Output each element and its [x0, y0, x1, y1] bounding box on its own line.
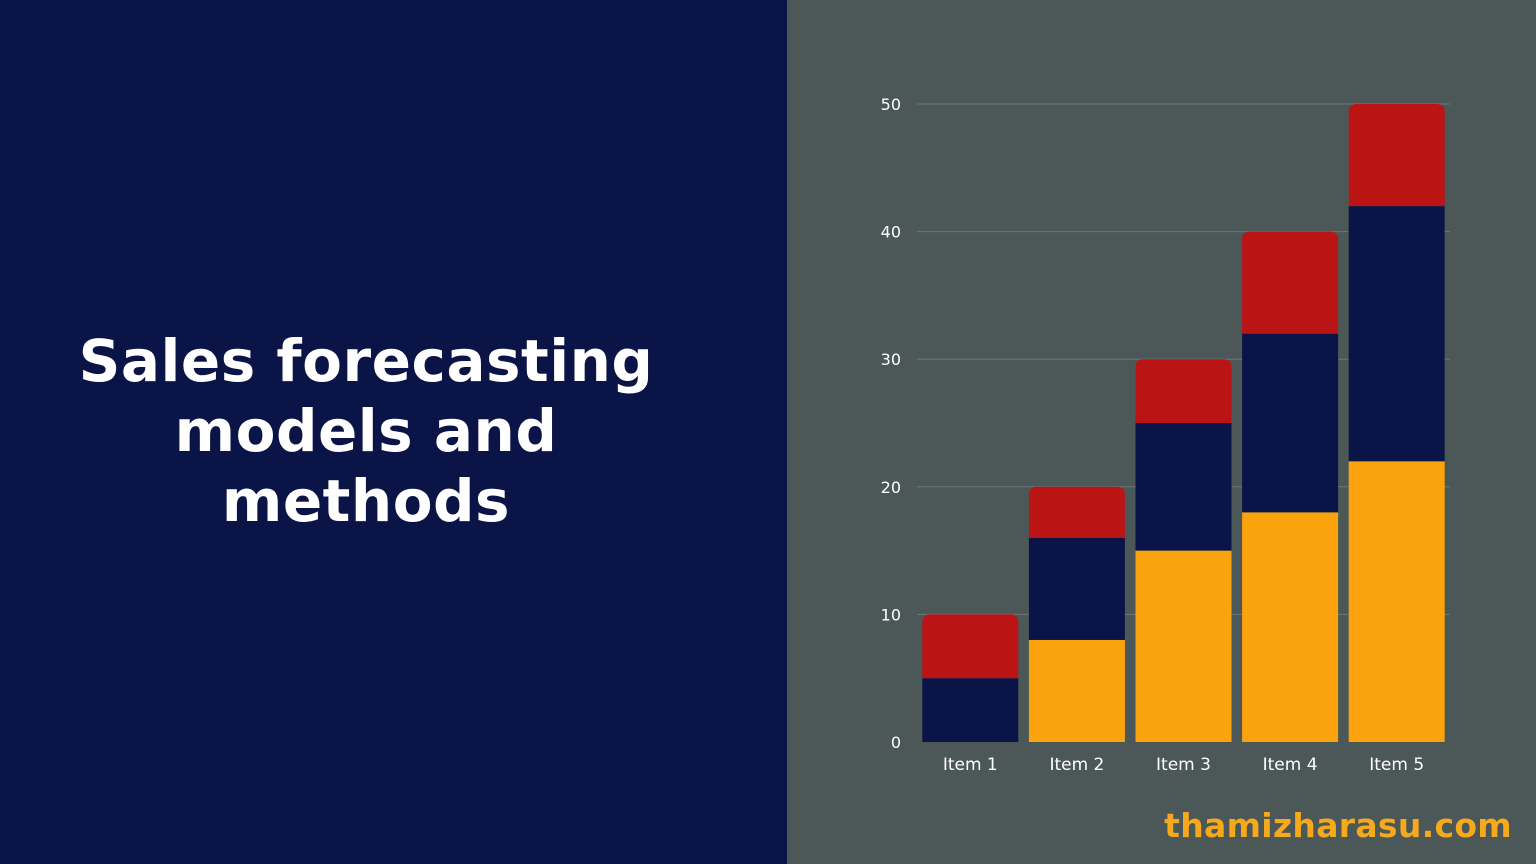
- x-tick-label: Item 4: [1263, 755, 1318, 775]
- bar-stack-2: [1028, 486, 1125, 742]
- x-tick-label: Item 3: [1156, 755, 1211, 775]
- bar-segment-series-2: [1135, 423, 1232, 551]
- x-axis-labels: Item 1 Item 2 Item 3 Item 4 Item 5: [943, 755, 1424, 775]
- bar-segment-series-3: [1028, 486, 1125, 538]
- bar-segment-series-3: [1135, 359, 1232, 423]
- brand-watermark: thamizharasu.com: [1164, 806, 1512, 845]
- y-axis-ticks: 0 10 20 30 40 50: [881, 95, 901, 752]
- y-tick-label: 20: [881, 478, 901, 497]
- x-tick-label: Item 1: [943, 755, 998, 775]
- page-title: Sales forecasting models and methods: [40, 326, 692, 536]
- title-line-3: methods: [221, 467, 511, 535]
- y-tick-label: 50: [881, 95, 901, 114]
- bar-segment-series-1: [1348, 461, 1445, 742]
- y-tick-label: 40: [881, 223, 901, 242]
- bars: [922, 104, 1445, 742]
- x-tick-label: Item 2: [1049, 755, 1104, 775]
- bar-stack-5: [1348, 104, 1445, 742]
- left-panel: Sales forecasting models and methods: [0, 0, 787, 864]
- title-line-1: Sales forecasting: [78, 327, 654, 395]
- bar-stack-4: [1242, 231, 1339, 742]
- bar-segment-series-3: [1348, 104, 1445, 207]
- y-tick-label: 10: [881, 605, 901, 624]
- bar-segment-series-2: [1348, 206, 1445, 462]
- bar-segment-series-1: [1028, 639, 1125, 742]
- title-line-2: models and: [174, 397, 558, 465]
- right-panel: 0 10 20 30 40 50 Item 1 Item 2 Item 3 Item 4 Item…: [787, 0, 1536, 864]
- bar-segment-series-3: [1242, 231, 1339, 334]
- bar-segment-series-2: [922, 678, 1019, 742]
- bar-stack-1: [922, 614, 1019, 742]
- y-tick-label: 30: [881, 350, 901, 369]
- bar-segment-series-2: [1028, 537, 1125, 640]
- bar-segment-series-1: [1242, 512, 1339, 742]
- bar-segment-series-2: [1242, 333, 1339, 513]
- y-tick-label: 0: [891, 733, 901, 752]
- bar-segment-series-3: [922, 614, 1019, 679]
- bar-segment-series-1: [1135, 550, 1232, 742]
- bar-stack-3: [1135, 359, 1232, 742]
- x-tick-label: Item 5: [1369, 755, 1424, 775]
